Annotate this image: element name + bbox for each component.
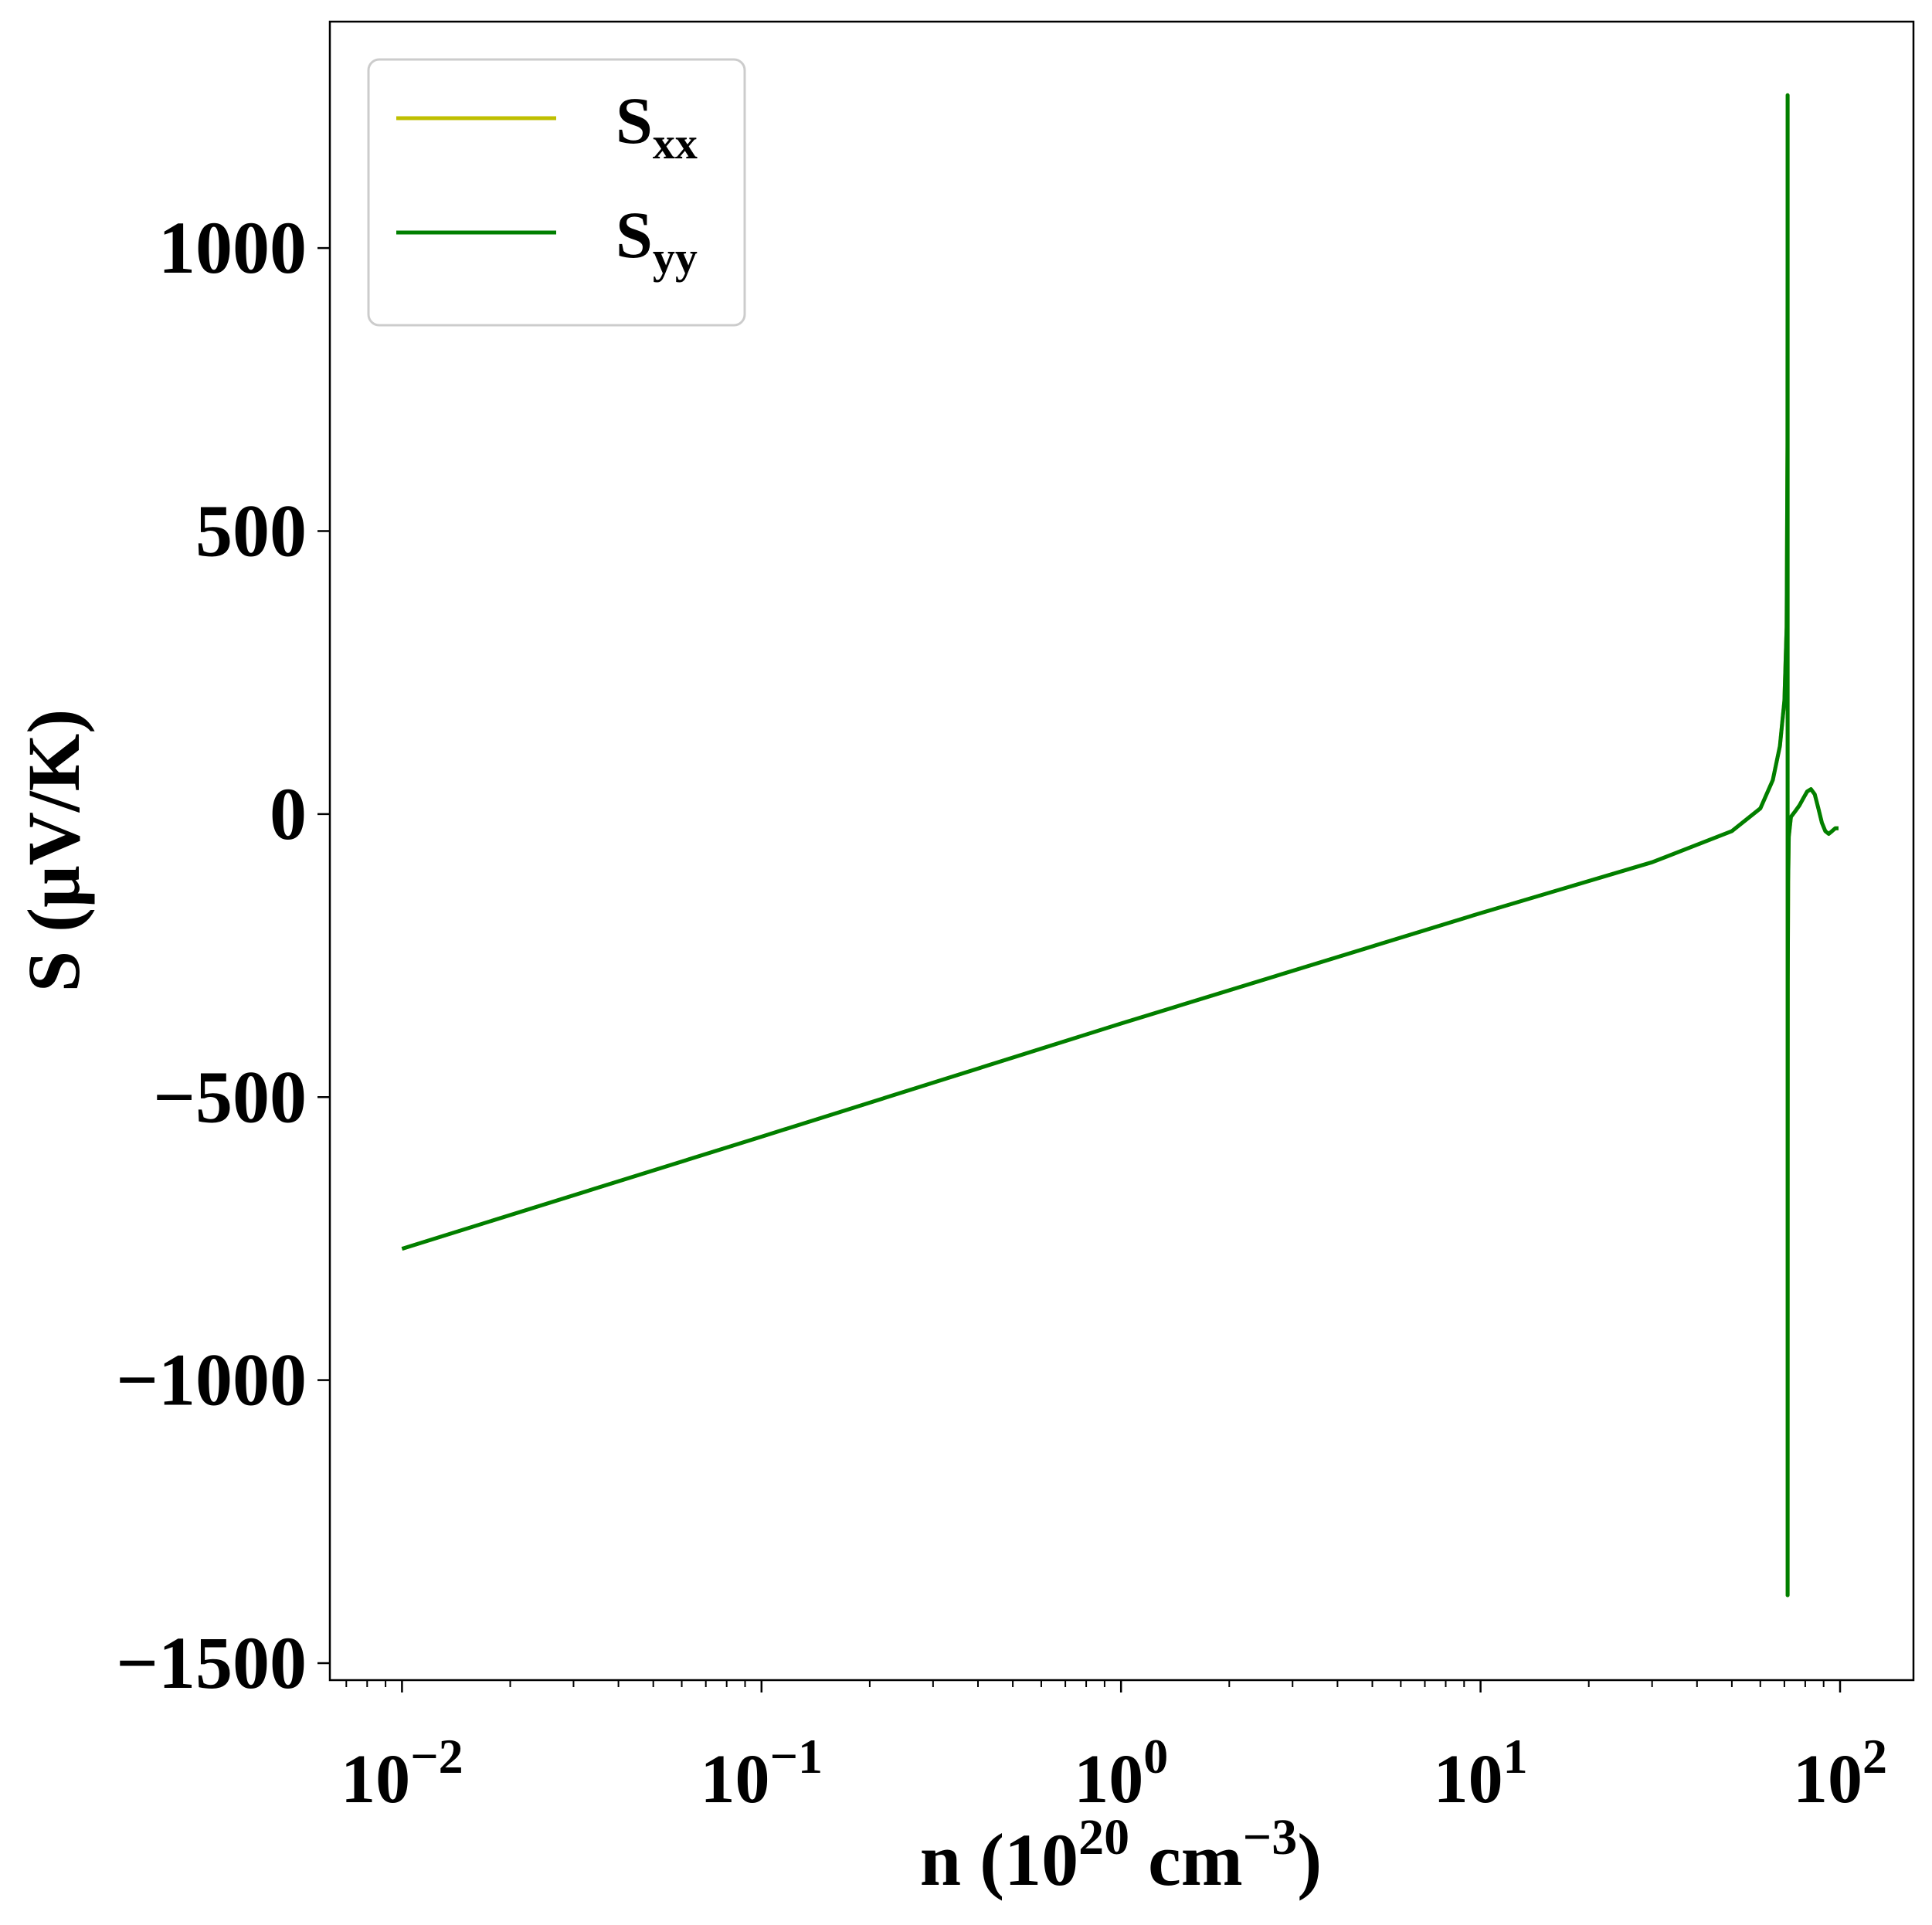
legend-label-syy: Syy	[616, 198, 698, 283]
x-axis-label-post: )	[1297, 1818, 1322, 1901]
x-axis-label-exp2: −3	[1243, 1809, 1298, 1866]
series-line-yy	[401, 93, 1839, 1597]
x-axis-label-exp1: 20	[1078, 1809, 1129, 1866]
x-tick-label-exp: −2	[410, 1729, 463, 1784]
x-tick-label-base: 10	[1434, 1741, 1503, 1818]
y-axis-label: S (μV/K)	[12, 709, 95, 992]
y-tick-label: −1500	[116, 1621, 307, 1704]
legend-label-sxx: Sxx	[616, 83, 698, 168]
x-tick-label-base: 10	[701, 1741, 770, 1818]
x-axis-label: n (1020 cm−3)	[920, 1809, 1323, 1901]
x-tick-label: 100	[1074, 1729, 1168, 1818]
legend-label-syy-main: S	[616, 198, 653, 272]
x-tick-label-exp: −1	[770, 1729, 823, 1784]
x-tick-label-exp: 0	[1143, 1729, 1168, 1784]
x-tick-label-exp: 1	[1503, 1729, 1528, 1784]
x-tick-label-base: 10	[341, 1741, 410, 1818]
x-tick-label-base: 10	[1793, 1741, 1862, 1818]
legend-label-syy-sub: yy	[653, 233, 698, 283]
x-tick-label-base: 10	[1074, 1741, 1143, 1818]
y-axis-ticks: −1500 −1000 −500 0 500 1000	[116, 206, 330, 1704]
legend-label-sxx-main: S	[616, 83, 653, 158]
series-group	[401, 93, 1839, 1597]
y-tick-label: 1000	[158, 206, 307, 289]
y-tick-label: −500	[153, 1055, 307, 1138]
x-tick-label-exp: 2	[1862, 1729, 1887, 1784]
x-tick-label: 102	[1793, 1729, 1887, 1818]
y-tick-label: −1000	[116, 1339, 307, 1421]
x-axis-ticks: 10−2 10−1 100 101 102	[341, 1680, 1887, 1818]
legend-label-sxx-sub: xx	[653, 118, 698, 168]
x-tick-label: 10−1	[701, 1729, 823, 1818]
legend-box	[367, 58, 746, 327]
y-tick-label: 500	[195, 489, 307, 572]
x-axis-label-mid: cm	[1129, 1818, 1243, 1901]
x-tick-label: 10−2	[341, 1729, 463, 1818]
x-tick-label: 101	[1434, 1729, 1528, 1818]
legend: Sxx Syy	[367, 58, 746, 327]
x-axis-label-pre: n (10	[920, 1818, 1078, 1901]
y-tick-label: 0	[270, 772, 307, 855]
